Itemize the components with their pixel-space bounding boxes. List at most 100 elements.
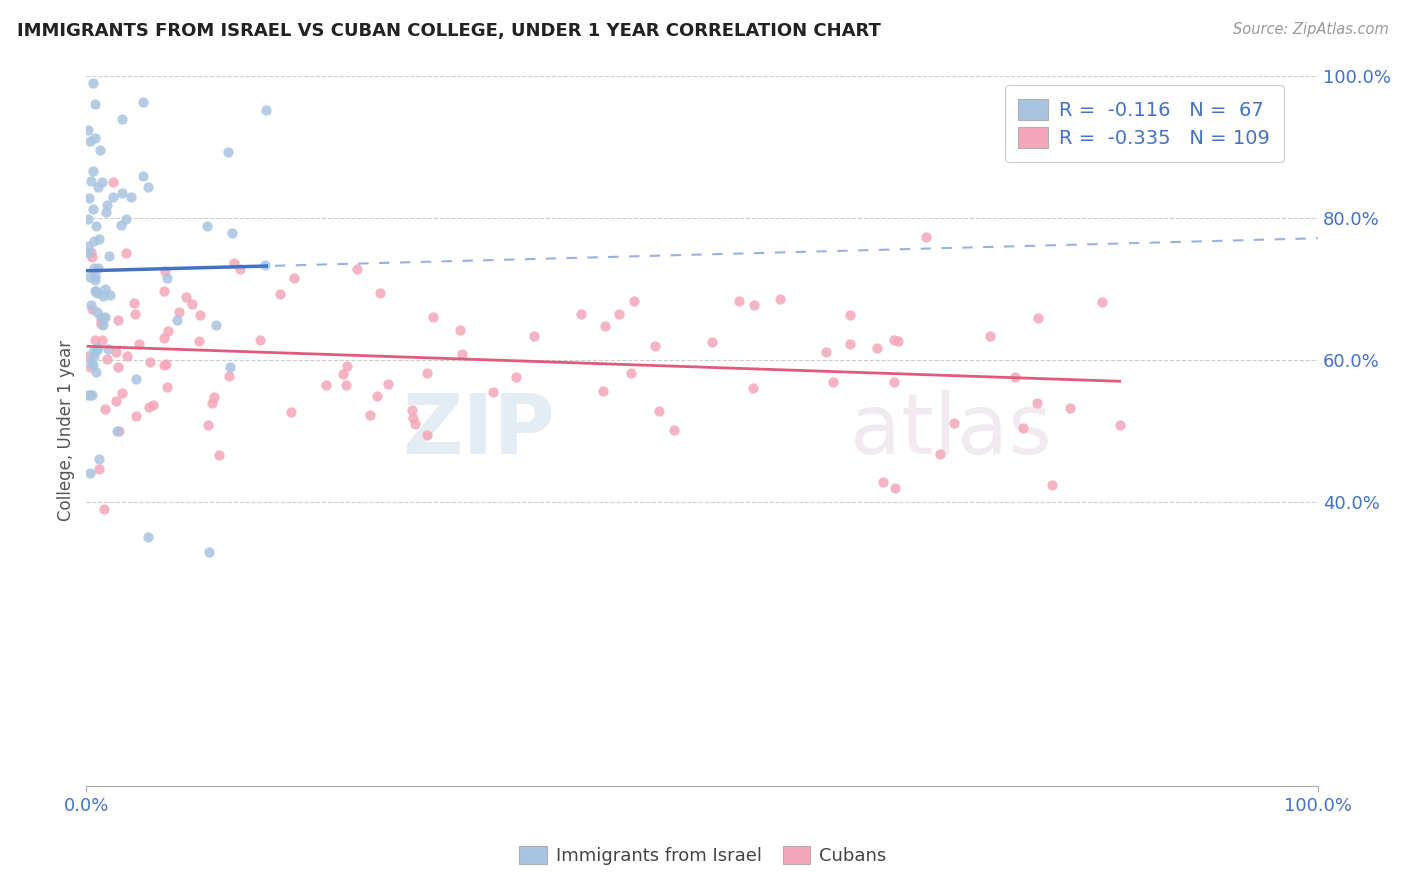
Point [80, 250, 103, 264]
Point [97, 342, 120, 356]
Point [90, 317, 112, 331]
Point [229, 262, 252, 277]
Point [153, 264, 176, 278]
Y-axis label: College, Under 1 year: College, Under 1 year [58, 340, 75, 522]
Point [742, 298, 765, 312]
Point [174, 290, 197, 304]
Point [132, 169, 155, 184]
Point [84, 269, 107, 284]
Point [94, 310, 117, 324]
Point [103, 189, 125, 203]
Point [366, 389, 388, 403]
Point [87, 180, 110, 194]
Point [205, 318, 228, 333]
Point [155, 358, 177, 372]
Point [607, 308, 630, 322]
Point [505, 370, 527, 384]
Point [153, 359, 176, 373]
Point [315, 377, 337, 392]
Point [332, 367, 354, 381]
Point [107, 359, 129, 374]
Point [77, 192, 100, 206]
Point [105, 394, 128, 409]
Point [91, 289, 114, 303]
Point [156, 271, 179, 285]
Point [84, 131, 107, 145]
Point [83, 285, 105, 299]
Point [122, 296, 145, 310]
Point [142, 398, 165, 412]
Point [1059, 401, 1081, 415]
Point [80, 174, 103, 188]
Point [96, 352, 118, 367]
Point [79, 134, 101, 148]
Point [401, 402, 423, 417]
Point [593, 319, 616, 334]
Point [96, 198, 118, 212]
Point [91, 175, 114, 189]
Point [97, 250, 120, 264]
Point [887, 334, 910, 348]
Point [662, 423, 685, 437]
Point [124, 307, 146, 321]
Point [128, 337, 150, 351]
Point [815, 345, 838, 359]
Point [76, 388, 98, 402]
Point [79, 467, 101, 481]
Point [404, 417, 426, 431]
Point [136, 530, 159, 544]
Point [402, 411, 425, 425]
Point [592, 384, 614, 398]
Point [156, 324, 179, 338]
Point [84, 284, 107, 298]
Point [115, 212, 138, 227]
Point [80, 245, 103, 260]
Point [728, 293, 751, 308]
Point [644, 338, 666, 352]
Point [86, 286, 108, 301]
Point [84, 219, 107, 233]
Point [83, 273, 105, 287]
Point [623, 293, 645, 308]
Point [89, 143, 111, 157]
Point [197, 418, 219, 433]
Point [79, 388, 101, 402]
Point [153, 284, 176, 298]
Point [80, 298, 103, 312]
Point [77, 246, 100, 260]
Point [93, 311, 115, 326]
Point [156, 380, 179, 394]
Text: IMMIGRANTS FROM ISRAEL VS CUBAN COLLEGE, UNDER 1 YEAR CORRELATION CHART: IMMIGRANTS FROM ISRAEL VS CUBAN COLLEGE,… [17, 22, 880, 40]
Point [450, 347, 472, 361]
Point [370, 286, 392, 301]
Point [108, 424, 131, 438]
Point [217, 145, 239, 159]
Point [138, 400, 160, 414]
Point [93, 502, 115, 516]
Point [620, 366, 643, 380]
Legend: R =  -0.116   N =  67, R =  -0.335   N = 109: R = -0.116 N = 67, R = -0.335 N = 109 [1005, 86, 1284, 161]
Point [125, 409, 148, 423]
Point [979, 329, 1001, 343]
Point [82, 344, 104, 359]
Point [702, 334, 724, 349]
Point [1108, 417, 1130, 432]
Point [166, 313, 188, 327]
Point [91, 318, 114, 332]
Point [98, 287, 121, 301]
Point [77, 349, 100, 363]
Point [83, 234, 105, 248]
Point [1012, 421, 1035, 435]
Point [943, 416, 966, 430]
Point [280, 405, 302, 419]
Point [87, 232, 110, 246]
Point [82, 163, 104, 178]
Point [883, 375, 905, 389]
Point [741, 381, 763, 395]
Point [94, 282, 117, 296]
Point [335, 377, 357, 392]
Point [195, 219, 218, 234]
Point [1025, 396, 1047, 410]
Point [254, 103, 277, 118]
Point [80, 302, 103, 317]
